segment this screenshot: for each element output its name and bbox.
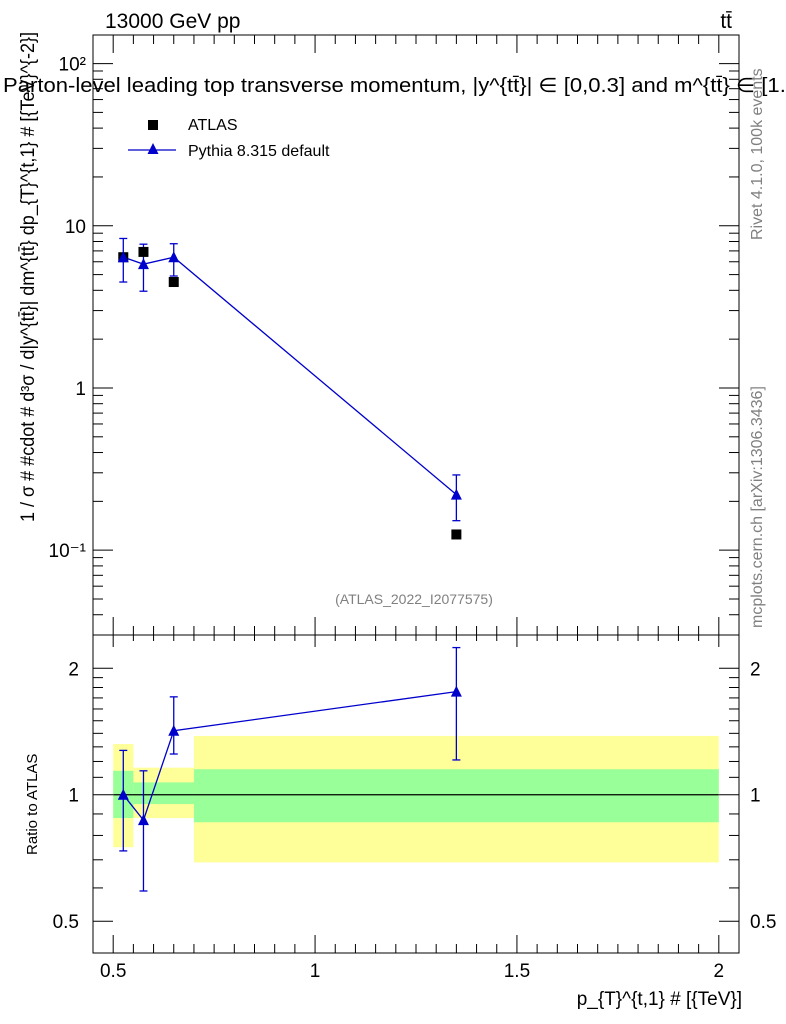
ratio-pythia-point	[168, 724, 180, 736]
legend-pythia-label: Pythia 8.315 default	[188, 143, 330, 160]
ratio-y-tick-label: 1	[68, 786, 79, 807]
ratio-panel: 0.5 0.5 1 1 2 2 0.5 1 1.5 2 Ratio to ATLAS p_{T}^…	[24, 634, 776, 1010]
ratio-y-tick-label-right: 2	[750, 659, 761, 680]
pythia-point	[168, 251, 180, 263]
analysis-watermark: (ATLAS_2022_I2077575)	[335, 591, 493, 607]
pythia-point	[117, 251, 129, 263]
main-panel: 10⁻¹ 1 10 10² 1 / σ # #cdot # d³σ / d|y^{tt…	[18, 32, 740, 636]
legend-pythia-marker	[147, 143, 159, 154]
x-tick-label: 2	[714, 961, 725, 982]
ratio-pythia-point	[137, 814, 149, 826]
pythia-point	[450, 488, 462, 500]
uncertainty-band-inner	[193, 769, 719, 823]
ratio-y-axis-label: Ratio to ATLAS	[24, 754, 41, 855]
atlas-point	[138, 246, 149, 257]
ratio-pythia-line	[122, 690, 457, 822]
x-axis-label: p_{T}^{t,1} # [{TeV}]	[577, 989, 742, 1010]
atlas-point	[451, 529, 462, 540]
main-y-tick-label: 10²	[59, 55, 86, 76]
ratio-y-tick-label: 0.5	[53, 912, 79, 933]
process-label: tt̄	[720, 10, 732, 33]
ratio-pythia-point	[117, 788, 129, 800]
ratio-y-tick-label-right: 1	[750, 786, 761, 807]
uncertainty-band-inner	[153, 782, 194, 805]
legend: ATLAS Pythia 8.315 default	[128, 117, 330, 160]
ratio-y-tick-label-right: 0.5	[750, 912, 776, 933]
pythia-point	[137, 258, 149, 270]
atlas-point	[168, 277, 179, 288]
rivet-label: Rivet 4.1.0, 100k events	[749, 68, 766, 240]
ratio-y-tick-label: 2	[68, 659, 79, 680]
pythia-line	[123, 256, 457, 496]
x-tick-label: 1	[310, 961, 321, 982]
main-y-tick-label: 10	[65, 217, 86, 238]
x-tick-label: 1.5	[504, 961, 530, 982]
energy-label: 13000 GeV pp	[105, 10, 240, 33]
source-label: mcplots.cern.ch [arXiv:1306.3436]	[749, 386, 766, 628]
legend-atlas-label: ATLAS	[188, 117, 238, 134]
legend-atlas-marker	[148, 120, 158, 130]
main-y-tick-label: 10⁻¹	[49, 541, 87, 562]
ratio-pythia-point	[450, 685, 462, 697]
main-y-axis-label: 1 / σ # #cdot # d³σ / d|y^{tt̄}| dm^{tt̄…	[18, 32, 39, 522]
x-tick-label: 0.5	[100, 961, 126, 982]
main-y-tick-label: 1	[75, 379, 86, 400]
plot-title: Parton-level leading top transverse mome…	[3, 75, 786, 97]
